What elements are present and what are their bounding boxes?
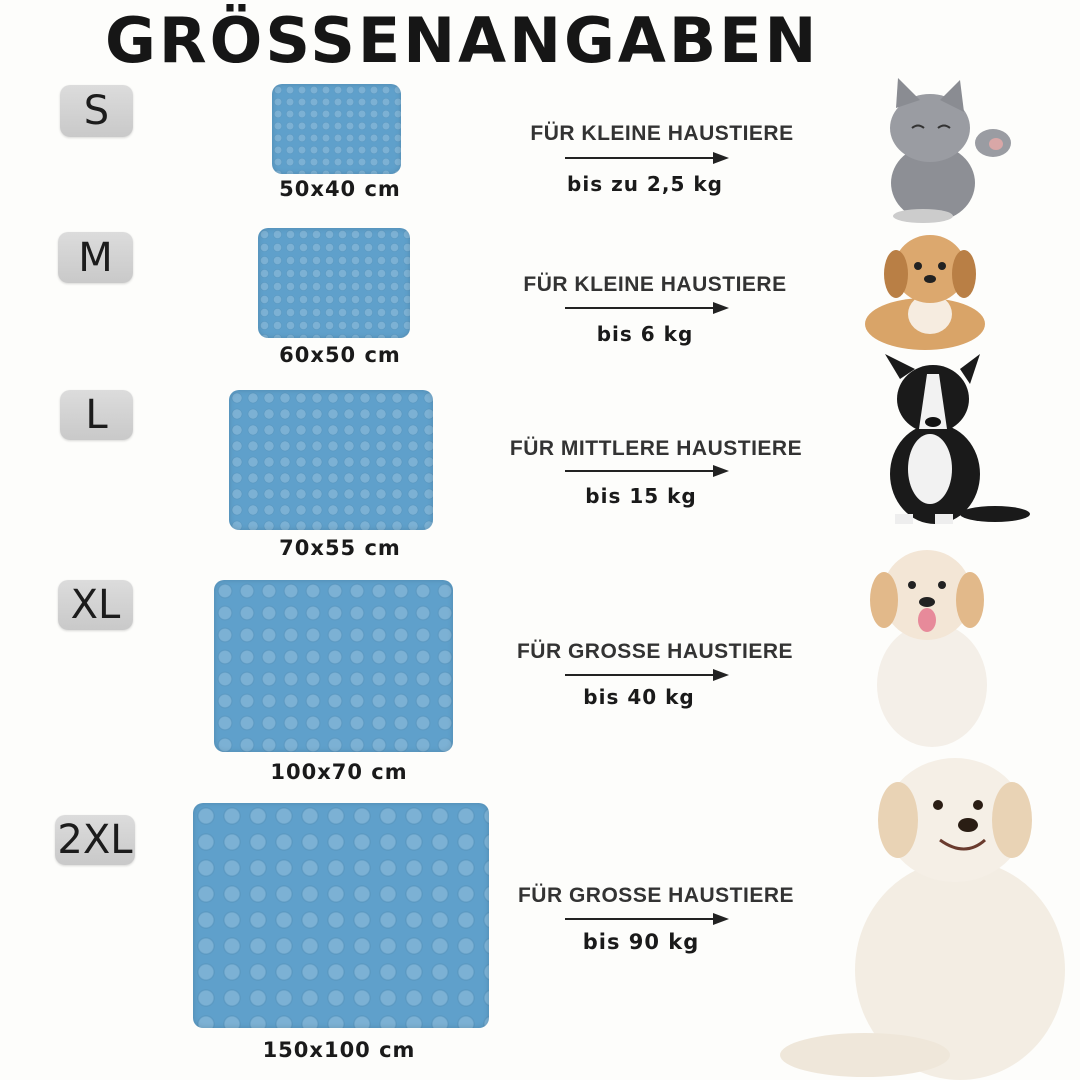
- mat-image-s: [272, 84, 401, 174]
- golden-puppy-image: [870, 550, 987, 747]
- border-collie-image: [885, 354, 1030, 524]
- weight-m: bis 6 kg: [596, 322, 694, 346]
- arrow-icon: [565, 302, 729, 314]
- dimensions-l: 70x55 cm: [279, 536, 401, 560]
- dimensions-m: 60x50 cm: [279, 343, 401, 367]
- mat-image-m: [258, 228, 410, 338]
- arrow-icon: [565, 669, 729, 681]
- dimensions-xl: 100x70 cm: [270, 760, 408, 784]
- weight-s: bis zu 2,5 kg: [567, 172, 723, 196]
- arrow-icon: [565, 913, 729, 925]
- mat-image-2xl: [193, 803, 489, 1028]
- dimensions-2xl: 150x100 cm: [262, 1038, 416, 1062]
- size-badge-m: M: [58, 232, 133, 283]
- arrow-icon: [565, 152, 729, 164]
- mat-image-xl: [214, 580, 453, 752]
- size-badge-s: S: [60, 85, 133, 137]
- kitten-image: [890, 78, 1011, 223]
- page-title: GRÖSSENANGABEN: [105, 4, 820, 77]
- pet-type-2xl: FÜR GROSSE HAUSTIERE: [517, 884, 795, 907]
- size-badge-2xl: 2XL: [55, 815, 135, 865]
- size-badge-xl: XL: [58, 580, 133, 630]
- weight-l: bis 15 kg: [585, 484, 697, 508]
- puppy-image: [865, 235, 985, 350]
- golden-retriever-image: [780, 758, 1065, 1080]
- pet-type-m: FÜR KLEINE HAUSTIERE: [523, 273, 787, 296]
- pet-type-s: FÜR KLEINE HAUSTIERE: [530, 122, 794, 145]
- weight-2xl: bis 90 kg: [582, 930, 700, 954]
- dimensions-s: 50x40 cm: [279, 177, 401, 201]
- pet-type-l: FÜR MITTLERE HAUSTIERE: [509, 437, 803, 460]
- pet-type-xl: FÜR GROSSE HAUSTIERE: [516, 640, 794, 663]
- arrow-icon: [565, 465, 729, 477]
- mat-image-l: [229, 390, 433, 530]
- size-badge-l: L: [60, 390, 133, 440]
- weight-xl: bis 40 kg: [583, 685, 695, 709]
